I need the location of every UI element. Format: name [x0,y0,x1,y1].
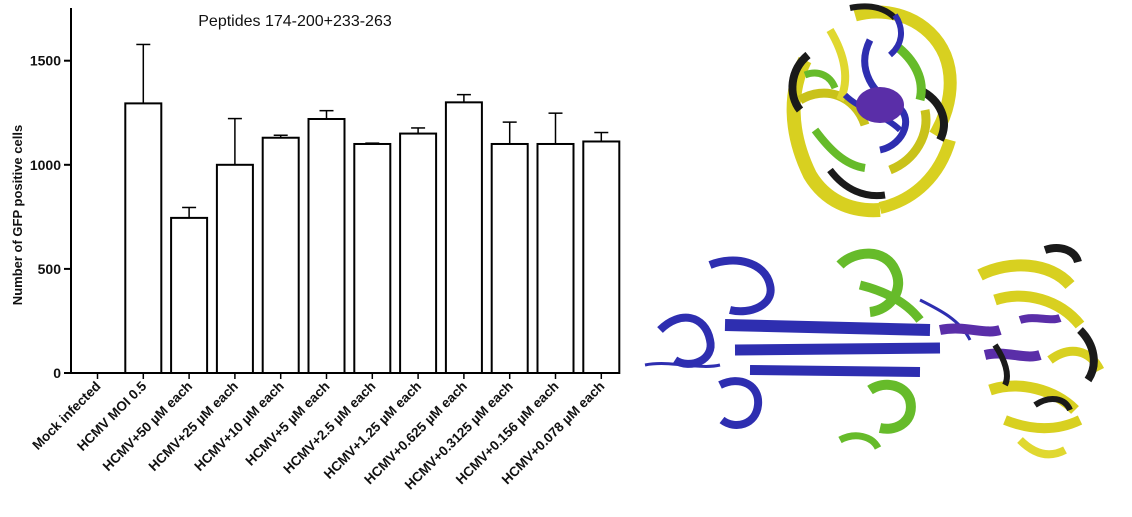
black-strand [788,51,811,113]
blue-ribbon [718,377,763,429]
purple-helix [939,323,1002,337]
yellow-ribbon [1003,415,1083,434]
black-strand [992,343,1010,387]
bar [215,163,254,374]
green-ribbon [858,280,924,323]
bar [124,102,163,374]
purple-linker [939,314,1062,362]
bar [399,132,438,374]
x-tick-label: HCMV+5 µM each [243,379,333,469]
bar [582,140,621,374]
purple-core [856,87,904,123]
y-tick-label: 1500 [30,53,61,69]
trimer-chain-b [803,41,926,172]
bar [170,216,209,374]
yellow-ribbon [797,88,870,127]
yellow-ribbon [977,259,1075,290]
y-axis-title: Number of GFP positive cells [10,125,25,305]
complex-side-view [644,244,1105,459]
yellow-domain [977,244,1105,459]
blue-ribbon [657,313,715,368]
green-ribbon [867,379,916,434]
black-strand [827,167,886,200]
x-tick-label: HCMV+25 µM each [146,379,241,474]
blue-loop [644,362,721,368]
green-ribbon [803,69,839,90]
blue-ribbon [708,256,775,316]
black-strand [1033,396,1073,412]
yellow-ribbon [888,109,931,175]
x-tick-label: HCMV+10 µM each [191,379,286,474]
trimer-top-view [786,3,957,218]
black-strand [1043,244,1082,264]
bar [261,136,300,374]
bar [444,101,483,374]
black-strand [849,3,898,21]
blue-loop [919,298,972,341]
trimer-chain-a [842,13,910,154]
protein-structure-images [644,3,1105,459]
y-tick-label: 0 [53,365,61,381]
yellow-ribbon [1017,437,1067,459]
yellow-ribbon [878,138,956,214]
y-tick-label: 1000 [30,157,61,173]
bar [353,142,392,374]
green-ribbon [892,41,926,102]
green-ribbon [811,127,866,172]
purple-helix [1018,314,1062,324]
blue-ribbon [887,13,904,58]
green-ribbon [836,248,904,317]
yellow-ribbon [826,27,850,102]
x-tick-label: HCMV+50 µM each [100,379,195,474]
bar [490,142,529,374]
green-ribbon [838,432,882,450]
chart-title: Peptides 174-200+233-263 [198,13,392,30]
y-tick-label: 500 [38,261,62,277]
y-ticks: 0 500 1000 1500 [30,53,71,381]
blue-helix [749,365,921,377]
bar [307,117,346,374]
black-strand [1077,327,1098,383]
blue-helix [724,319,931,336]
yellow-ribbon [993,290,1085,329]
bar [536,142,575,374]
blue-domain [644,256,972,429]
blue-helix [734,342,941,356]
purple-helix [983,348,1042,362]
error-bars [136,43,609,218]
green-domain [836,248,924,450]
bar-chart: Peptides 174-200+233-263 Number of GFP p… [10,8,621,493]
